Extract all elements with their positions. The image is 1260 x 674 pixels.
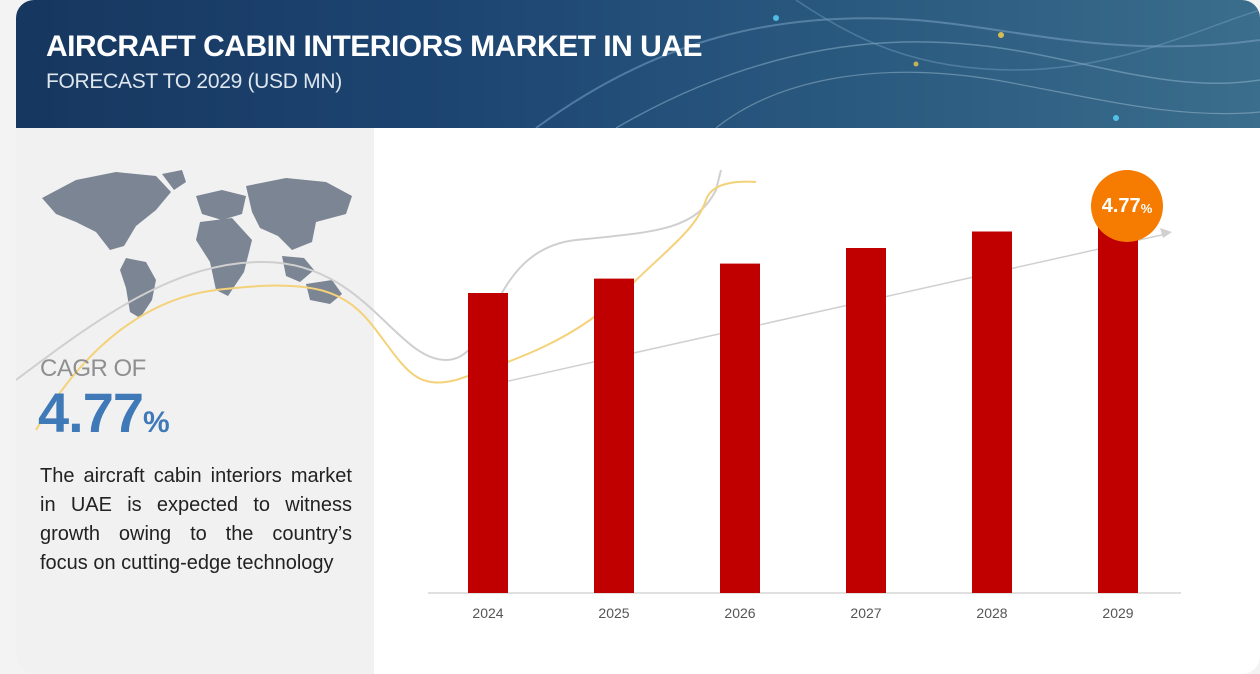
bar-2026: [720, 263, 760, 593]
banner-light-streaks: [535, 0, 1260, 128]
cagr-badge-value: 4.77: [1101, 194, 1141, 217]
page-subtitle: FORECAST TO 2029 (USD MN): [46, 70, 342, 93]
cagr-badge: 4.77%: [1091, 170, 1163, 242]
infographic-card: AIRCRAFT CABIN INTERIORS MARKET IN UAE F…: [16, 0, 1260, 674]
x-tick-label: 2026: [724, 605, 755, 621]
cagr-badge-unit: %: [1140, 201, 1153, 216]
bar-2025: [594, 278, 634, 593]
trend-arrow: [485, 228, 1172, 387]
chart-area: 2024 2025 2026 2027 2028 2029: [16, 169, 1181, 621]
bar-2029: [1098, 214, 1138, 593]
cagr-value: 4.77%: [38, 380, 170, 445]
x-tick-label: 2027: [850, 605, 881, 621]
cagr-unit: %: [143, 406, 170, 439]
header-banner: AIRCRAFT CABIN INTERIORS MARKET IN UAE F…: [16, 0, 1260, 128]
x-tick-label: 2024: [472, 605, 503, 621]
market-description: The aircraft cabin interiors market in U…: [40, 465, 352, 574]
decorative-swoosh-grey: [16, 169, 722, 381]
x-tick-label: 2028: [976, 605, 1007, 621]
bar-2024: [468, 293, 508, 593]
page-title: AIRCRAFT CABIN INTERIORS MARKET IN UAE: [46, 30, 703, 63]
x-tick-label: 2029: [1102, 605, 1133, 621]
x-tick-label: 2025: [598, 605, 629, 621]
cagr-label: CAGR OF: [40, 355, 146, 382]
cagr-number: 4.77: [38, 381, 144, 444]
decorative-swoosh-yellow: [35, 180, 757, 431]
world-map-icon: [42, 170, 352, 318]
bar-2028: [972, 231, 1012, 593]
bar-2027: [846, 248, 886, 593]
